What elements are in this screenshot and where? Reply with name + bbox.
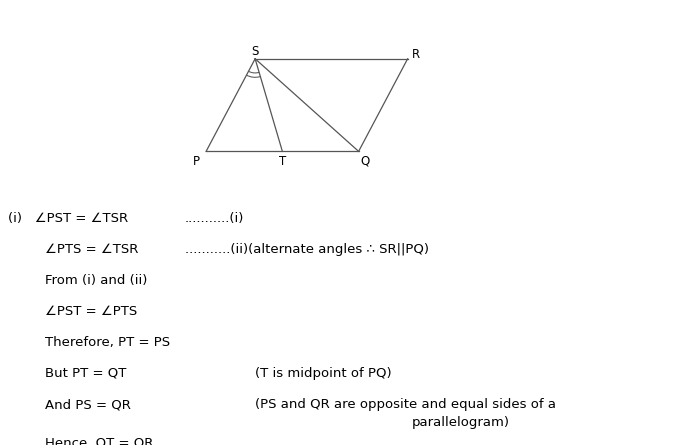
Text: parallelogram): parallelogram) bbox=[412, 416, 510, 429]
Text: From (i) and (ii): From (i) and (ii) bbox=[45, 274, 147, 287]
Text: And PS = QR: And PS = QR bbox=[45, 398, 131, 411]
Text: (T is midpoint of PQ): (T is midpoint of PQ) bbox=[255, 367, 391, 380]
Text: ∠PST = ∠PTS: ∠PST = ∠PTS bbox=[45, 305, 137, 318]
Text: Q: Q bbox=[361, 155, 369, 168]
Text: Therefore, PT = PS: Therefore, PT = PS bbox=[45, 336, 170, 349]
Text: Hence, QT = QR: Hence, QT = QR bbox=[45, 437, 153, 445]
Text: P: P bbox=[193, 155, 200, 168]
Text: But PT = QT: But PT = QT bbox=[45, 367, 127, 380]
Text: (PS and QR are opposite and equal sides of a: (PS and QR are opposite and equal sides … bbox=[255, 398, 556, 411]
Text: (i)   ∠PST = ∠TSR: (i) ∠PST = ∠TSR bbox=[8, 212, 128, 225]
Text: ...........(i): ...........(i) bbox=[185, 212, 244, 225]
Text: T: T bbox=[279, 155, 286, 168]
Text: S: S bbox=[251, 44, 259, 58]
Text: ∠PTS = ∠TSR: ∠PTS = ∠TSR bbox=[45, 243, 138, 256]
Text: R: R bbox=[412, 48, 420, 61]
Text: ...........(ii)(alternate angles ∴ SR||PQ): ...........(ii)(alternate angles ∴ SR||P… bbox=[185, 243, 429, 256]
